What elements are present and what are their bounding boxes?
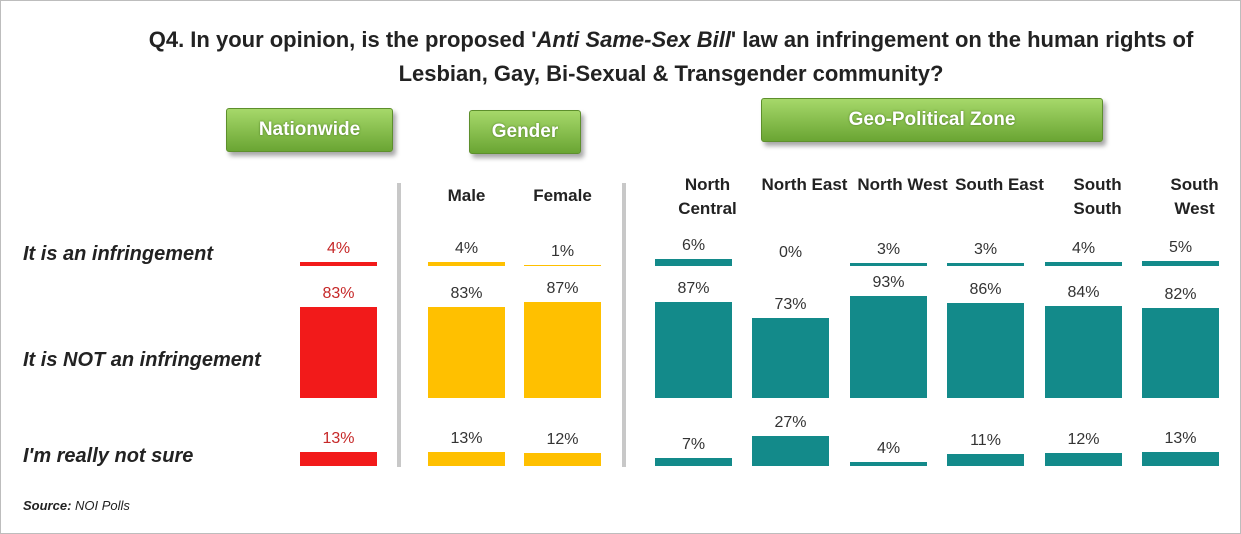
bar xyxy=(752,317,829,398)
bar xyxy=(428,451,505,466)
bar xyxy=(752,436,829,466)
bar xyxy=(428,306,505,398)
column-header: South South xyxy=(1073,175,1122,218)
value-label: 13% xyxy=(1164,429,1197,447)
value-label: 4% xyxy=(326,239,351,257)
column-header: Male xyxy=(447,186,486,205)
bar xyxy=(1142,451,1219,466)
value-label: 87% xyxy=(546,280,579,298)
value-label: 13% xyxy=(450,429,483,447)
bar xyxy=(1142,260,1219,266)
value-label: 82% xyxy=(1164,285,1197,303)
bar xyxy=(524,264,601,266)
bar xyxy=(850,262,927,266)
title-text: ' law an infringement on the human right… xyxy=(398,27,1194,86)
value-label: 4% xyxy=(454,239,479,257)
column-header: South West xyxy=(1170,175,1219,218)
chart-title: Q4. In your opinion, is the proposed 'An… xyxy=(131,23,1211,91)
bar xyxy=(428,261,505,266)
separator xyxy=(622,183,626,467)
title-italic: Anti Same-Sex Bill xyxy=(536,27,731,52)
value-label: 83% xyxy=(322,284,355,302)
column-header: North West xyxy=(857,175,948,194)
column-header: North East xyxy=(761,175,848,194)
value-label: 13% xyxy=(322,429,355,447)
value-label: 7% xyxy=(681,436,706,454)
value-label: 86% xyxy=(969,281,1002,299)
bar xyxy=(947,303,1024,398)
bar xyxy=(947,262,1024,266)
value-label: 27% xyxy=(774,414,807,432)
value-label: 11% xyxy=(970,431,1001,449)
bar xyxy=(655,302,732,398)
bar xyxy=(524,302,601,398)
row-label: I'm really not sure xyxy=(23,445,194,467)
group-header: Gender xyxy=(469,110,581,154)
row-label: It is NOT an infringement xyxy=(23,349,261,371)
bar xyxy=(850,295,927,398)
value-label: 4% xyxy=(1071,239,1096,257)
bar xyxy=(655,458,732,466)
bar xyxy=(655,259,732,266)
bar xyxy=(300,261,377,266)
column-header: North Central xyxy=(678,175,737,218)
value-label: 1% xyxy=(550,242,575,260)
bar xyxy=(300,306,377,398)
bar xyxy=(850,461,927,466)
bar xyxy=(947,453,1024,466)
group-header: Nationwide xyxy=(226,108,393,152)
value-label: 5% xyxy=(1168,238,1193,256)
row-label: It is an infringement xyxy=(23,243,214,265)
title-text: Q4. In your opinion, is the proposed ' xyxy=(148,27,537,52)
bar xyxy=(1045,305,1122,398)
source: Source: NOI Polls xyxy=(23,498,130,513)
value-label: 4% xyxy=(876,439,901,457)
bar xyxy=(1045,261,1122,266)
value-label: 87% xyxy=(677,280,710,298)
value-label: 93% xyxy=(872,273,905,291)
value-label: 73% xyxy=(774,295,807,313)
bar xyxy=(524,452,601,466)
value-label: 83% xyxy=(450,284,483,302)
bar xyxy=(1045,452,1122,466)
value-label: 12% xyxy=(546,430,579,448)
column-header: Female xyxy=(533,186,592,205)
bar xyxy=(300,451,377,466)
column-header: South East xyxy=(955,175,1044,194)
group-header: Geo-Political Zone xyxy=(761,98,1103,142)
value-label: 6% xyxy=(681,237,706,255)
source-text: NOI Polls xyxy=(75,498,130,513)
value-label: 3% xyxy=(973,240,998,258)
source-label: Source: xyxy=(23,498,72,513)
value-label: 84% xyxy=(1067,283,1100,301)
value-label: 0% xyxy=(778,244,803,261)
value-label: 3% xyxy=(876,240,901,258)
separator xyxy=(397,183,401,467)
bar xyxy=(1142,307,1219,398)
value-label: 12% xyxy=(1067,430,1100,448)
